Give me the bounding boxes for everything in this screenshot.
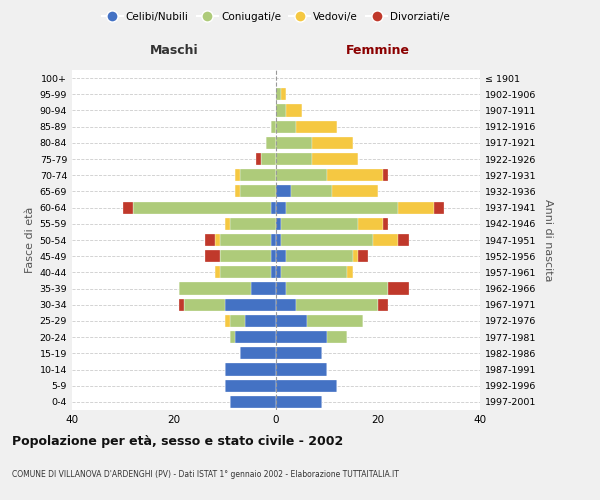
Bar	[245, 315, 276, 327]
Bar	[327, 331, 347, 343]
Bar	[276, 202, 286, 213]
Bar	[276, 331, 327, 343]
Bar	[353, 250, 358, 262]
Bar	[276, 234, 281, 246]
Bar	[225, 380, 276, 392]
Bar	[276, 120, 296, 132]
Bar	[276, 348, 322, 360]
Bar	[276, 380, 337, 392]
Bar	[276, 88, 281, 101]
Bar	[332, 186, 378, 198]
Bar	[296, 298, 378, 311]
Bar	[230, 396, 276, 408]
Bar	[271, 266, 276, 278]
Bar	[271, 234, 276, 246]
Y-axis label: Anni di nascita: Anni di nascita	[543, 198, 553, 281]
Bar	[179, 298, 184, 311]
Bar	[240, 348, 276, 360]
Bar	[373, 234, 398, 246]
Bar	[276, 282, 286, 294]
Bar	[276, 250, 286, 262]
Bar	[276, 169, 327, 181]
Bar	[434, 202, 444, 213]
Bar	[230, 331, 235, 343]
Bar	[225, 315, 230, 327]
Text: Popolazione per età, sesso e stato civile - 2002: Popolazione per età, sesso e stato civil…	[12, 435, 343, 448]
Bar	[388, 282, 409, 294]
Bar	[276, 396, 322, 408]
Bar	[358, 250, 368, 262]
Bar	[286, 282, 388, 294]
Bar	[286, 250, 353, 262]
Bar	[123, 202, 133, 213]
Bar	[286, 104, 302, 117]
Bar	[271, 202, 276, 213]
Bar	[271, 250, 276, 262]
Bar	[225, 298, 276, 311]
Bar	[281, 218, 358, 230]
Bar	[312, 137, 353, 149]
Bar	[398, 202, 434, 213]
Bar	[205, 234, 215, 246]
Bar	[230, 218, 276, 230]
Bar	[276, 153, 312, 165]
Bar	[378, 298, 388, 311]
Bar	[276, 104, 286, 117]
Bar	[276, 218, 281, 230]
Bar	[230, 315, 245, 327]
Bar	[327, 169, 383, 181]
Bar	[240, 169, 276, 181]
Bar	[251, 282, 276, 294]
Bar	[383, 169, 388, 181]
Bar	[235, 186, 240, 198]
Bar	[235, 331, 276, 343]
Bar	[296, 120, 337, 132]
Bar	[220, 234, 271, 246]
Bar	[276, 364, 327, 376]
Bar	[220, 250, 271, 262]
Bar	[184, 298, 225, 311]
Bar	[256, 153, 260, 165]
Bar	[312, 153, 358, 165]
Bar	[225, 218, 230, 230]
Bar	[266, 137, 276, 149]
Bar	[179, 282, 251, 294]
Bar	[276, 315, 307, 327]
Y-axis label: Fasce di età: Fasce di età	[25, 207, 35, 273]
Bar	[276, 137, 312, 149]
Bar	[276, 186, 292, 198]
Bar	[215, 234, 220, 246]
Bar	[220, 266, 271, 278]
Text: Maschi: Maschi	[149, 44, 199, 58]
Bar	[240, 186, 276, 198]
Bar	[383, 218, 388, 230]
Bar	[281, 266, 347, 278]
Bar	[235, 169, 240, 181]
Bar	[225, 364, 276, 376]
Bar	[276, 266, 281, 278]
Bar	[260, 153, 276, 165]
Bar	[205, 250, 220, 262]
Text: COMUNE DI VILLANOVA D'ARDENGHI (PV) - Dati ISTAT 1° gennaio 2002 - Elaborazione : COMUNE DI VILLANOVA D'ARDENGHI (PV) - Da…	[12, 470, 399, 479]
Bar	[215, 266, 220, 278]
Bar	[398, 234, 409, 246]
Bar	[271, 120, 276, 132]
Bar	[133, 202, 271, 213]
Bar	[307, 315, 363, 327]
Bar	[281, 234, 373, 246]
Bar	[276, 298, 296, 311]
Bar	[358, 218, 383, 230]
Bar	[281, 88, 286, 101]
Legend: Celibi/Nubili, Coniugati/e, Vedovi/e, Divorziati/e: Celibi/Nubili, Coniugati/e, Vedovi/e, Di…	[98, 8, 454, 26]
Bar	[292, 186, 332, 198]
Bar	[347, 266, 353, 278]
Text: Femmine: Femmine	[346, 44, 410, 58]
Bar	[286, 202, 398, 213]
